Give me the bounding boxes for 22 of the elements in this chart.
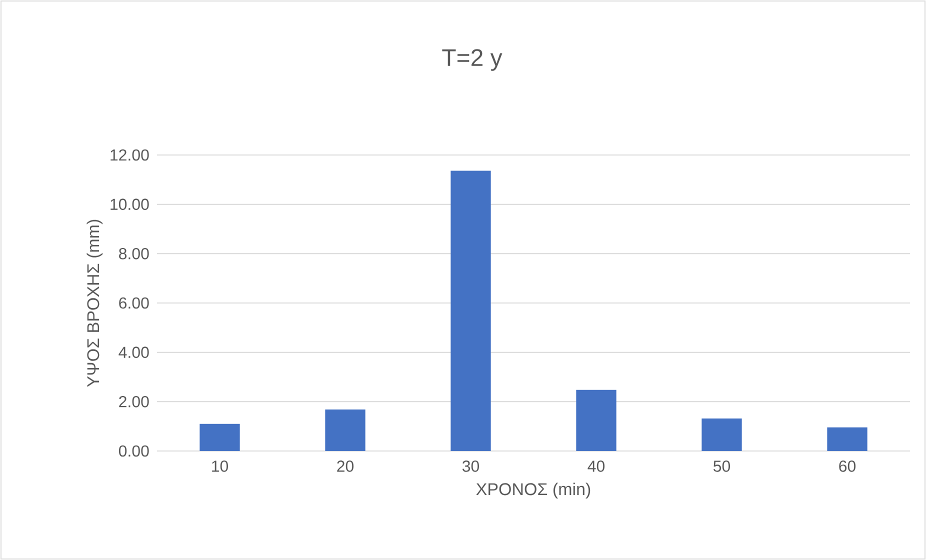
y-tick-label: 12.00	[110, 149, 149, 161]
x-tick-label: 40	[588, 460, 605, 472]
bar	[450, 170, 491, 451]
x-tick-label: 60	[839, 460, 856, 472]
bar	[576, 390, 616, 451]
bar	[827, 427, 868, 451]
bar	[200, 424, 240, 451]
y-tick-label: 4.00	[118, 346, 149, 358]
x-axis-title: ΧΡΟΝΟΣ (min)	[476, 482, 590, 499]
x-tick-label: 50	[714, 460, 730, 472]
y-axis-title: ΥΨΟΣ ΒΡΟΧΗΣ (mm)	[86, 220, 103, 387]
y-tick-label: 10.00	[110, 198, 149, 210]
bar	[702, 418, 742, 451]
x-tick-label: 30	[462, 460, 480, 472]
y-tick-label: 8.00	[119, 248, 149, 260]
x-tick-label: 20	[337, 460, 354, 472]
y-tick-label: 0.00	[118, 445, 149, 457]
bar	[325, 410, 366, 451]
chart-title: T=2 y	[442, 49, 502, 71]
y-tick-label: 2.00	[119, 396, 149, 408]
y-tick-label: 6.00	[119, 297, 149, 309]
x-tick-label: 10	[212, 460, 228, 472]
